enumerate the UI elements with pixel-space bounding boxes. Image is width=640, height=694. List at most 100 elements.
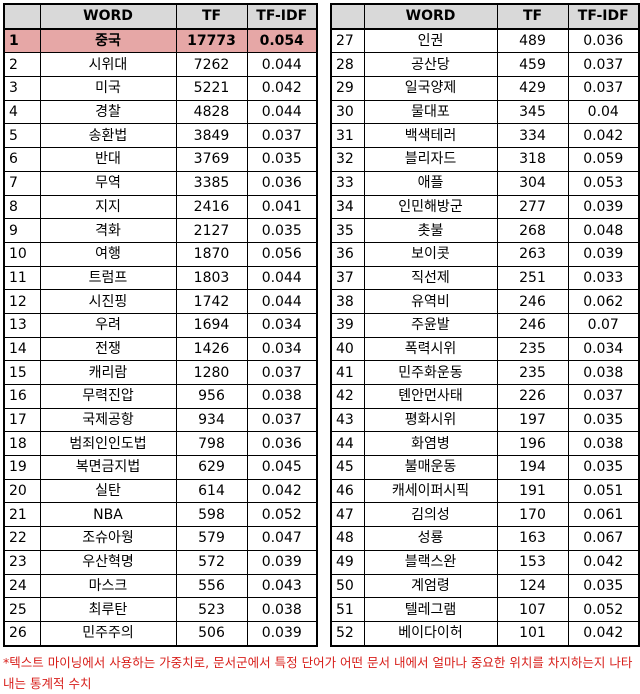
table-row: 50 계엄령 124 0.035: [330, 573, 640, 599]
tfidf-cell: 0.044: [246, 265, 318, 291]
table-row: 52 베이다이허 101 0.042: [330, 620, 640, 647]
tf-cell: 459: [496, 52, 569, 78]
rank-cell: 46: [330, 478, 365, 504]
table-row: 17 국제공항 934 0.037: [3, 407, 318, 433]
tf-cell: 235: [496, 336, 569, 362]
rank-cell: 31: [330, 123, 365, 149]
rank-cell: 8: [3, 194, 41, 220]
table-row: 31 백색테러 334 0.042: [330, 123, 640, 149]
tfidf-cell: 0.042: [246, 478, 318, 504]
rank-cell: 32: [330, 147, 365, 172]
table-row: 16 무력진압 956 0.038: [3, 384, 318, 409]
tfidf-cell: 0.045: [246, 455, 318, 480]
rank-cell: 17: [3, 407, 41, 433]
word-cell: 격화: [39, 218, 177, 243]
tf-cell: 334: [496, 123, 569, 149]
tfidf-cell: 0.044: [246, 289, 318, 314]
table-row: 45 불매운동 194 0.035: [330, 455, 640, 480]
tfidf-cell: 0.034: [567, 336, 640, 362]
header-tf: TF: [496, 3, 569, 30]
header-tfidf: TF-IDF: [567, 3, 640, 30]
word-cell: 인권: [363, 28, 498, 54]
word-cell: 전쟁: [39, 336, 177, 362]
word-cell: 공산당: [363, 52, 498, 78]
tf-cell: 246: [496, 312, 569, 338]
rank-cell: 9: [3, 218, 41, 243]
tf-cell: 263: [496, 241, 569, 267]
word-cell: 송환법: [39, 123, 177, 149]
tfidf-cell: 0.059: [567, 147, 640, 172]
table-row: 29 일국양제 429 0.037: [330, 76, 640, 101]
tfidf-cell: 0.035: [567, 407, 640, 433]
table-header-row: WORD TF TF-IDF: [330, 3, 640, 30]
word-cell: 민주화운동: [363, 360, 498, 385]
tf-cell: 170: [496, 502, 569, 528]
tfidf-cell: 0.042: [246, 76, 318, 101]
tf-cell: 629: [175, 455, 248, 480]
table-row: 15 캐리람 1280 0.037: [3, 360, 318, 385]
tf-cell: 598: [175, 502, 248, 528]
word-cell: 마스크: [39, 573, 177, 599]
tfidf-cell: 0.042: [567, 549, 640, 575]
word-cell: 복면금지법: [39, 455, 177, 480]
table-row: 3 미국 5221 0.042: [3, 76, 318, 101]
tf-cell: 1742: [175, 289, 248, 314]
tfidf-cell: 0.039: [246, 620, 318, 647]
tfidf-cell: 0.034: [246, 312, 318, 338]
tf-cell: 2416: [175, 194, 248, 220]
rank-cell: 5: [3, 123, 41, 149]
tfidf-cell: 0.038: [246, 384, 318, 409]
tf-cell: 163: [496, 526, 569, 551]
tfidf-cell: 0.037: [567, 52, 640, 78]
tfidf-cell: 0.038: [567, 360, 640, 385]
tf-cell: 934: [175, 407, 248, 433]
tf-cell: 268: [496, 218, 569, 243]
tfidf-cell: 0.04: [567, 99, 640, 125]
table-row: 33 애플 304 0.053: [330, 170, 640, 196]
header-tfidf: TF-IDF: [246, 3, 318, 30]
tfidf-cell: 0.07: [567, 312, 640, 338]
tfidf-cell: 0.036: [246, 170, 318, 196]
tfidf-cell: 0.037: [567, 76, 640, 101]
tf-cell: 101: [496, 620, 569, 647]
table-row: 36 보이콧 263 0.039: [330, 241, 640, 267]
word-cell: 우려: [39, 312, 177, 338]
table-row: 18 범죄인인도법 798 0.036: [3, 431, 318, 457]
tfidf-cell: 0.039: [567, 241, 640, 267]
rank-cell: 38: [330, 289, 365, 314]
table-row: 21 NBA 598 0.052: [3, 502, 318, 528]
tf-cell: 246: [496, 289, 569, 314]
tf-cell: 226: [496, 384, 569, 409]
header-word: WORD: [363, 3, 498, 30]
word-cell: 무력진압: [39, 384, 177, 409]
word-cell: 조슈아웡: [39, 526, 177, 551]
rank-cell: 49: [330, 549, 365, 575]
tfidf-cell: 0.047: [246, 526, 318, 551]
tf-cell: 523: [175, 597, 248, 622]
tfidf-cell: 0.052: [246, 502, 318, 528]
rank-cell: 25: [3, 597, 41, 622]
tfidf-cell: 0.037: [246, 123, 318, 149]
tf-cell: 1694: [175, 312, 248, 338]
rank-cell: 23: [3, 549, 41, 575]
rank-cell: 21: [3, 502, 41, 528]
table-header-row: WORD TF TF-IDF: [3, 3, 318, 30]
table-row: 24 마스크 556 0.043: [3, 573, 318, 599]
rank-cell: 50: [330, 573, 365, 599]
header-tf: TF: [175, 3, 248, 30]
table-row: 26 민주주의 506 0.039: [3, 620, 318, 647]
tfidf-cell: 0.036: [567, 28, 640, 54]
word-cell: 백색테러: [363, 123, 498, 149]
tf-cell: 251: [496, 265, 569, 291]
table-row: 41 민주화운동 235 0.038: [330, 360, 640, 385]
word-cell: 물대포: [363, 99, 498, 125]
tfidf-cell: 0.038: [246, 597, 318, 622]
table-row: 32 블리자드 318 0.059: [330, 147, 640, 172]
rank-cell: 29: [330, 76, 365, 101]
rank-cell: 42: [330, 384, 365, 409]
rank-cell: 10: [3, 241, 41, 267]
table-row: 34 인민해방군 277 0.039: [330, 194, 640, 220]
tf-cell: 235: [496, 360, 569, 385]
word-cell: 우산혁명: [39, 549, 177, 575]
table-row: 13 우려 1694 0.034: [3, 312, 318, 338]
